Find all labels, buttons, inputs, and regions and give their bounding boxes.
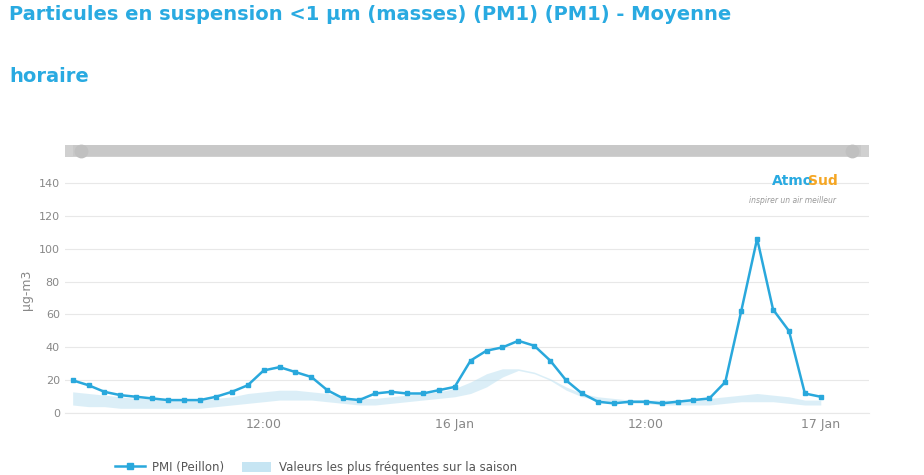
Text: Particules en suspension <1 μm (masses) (PM1) (PM1) - Moyenne: Particules en suspension <1 μm (masses) … bbox=[9, 5, 732, 24]
Text: Atmo: Atmo bbox=[772, 174, 813, 188]
Y-axis label: μg-m3: μg-m3 bbox=[20, 270, 33, 310]
Point bbox=[73, 147, 88, 155]
Point bbox=[845, 147, 860, 155]
Text: horaire: horaire bbox=[9, 66, 89, 85]
Legend: PMI (Peillon), Valeurs les plus fréquentes sur la saison: PMI (Peillon), Valeurs les plus fréquent… bbox=[111, 456, 521, 475]
Text: inspirer un air meilleur: inspirer un air meilleur bbox=[748, 196, 835, 205]
Bar bbox=[73, 145, 860, 156]
Text: Sud: Sud bbox=[808, 174, 838, 188]
